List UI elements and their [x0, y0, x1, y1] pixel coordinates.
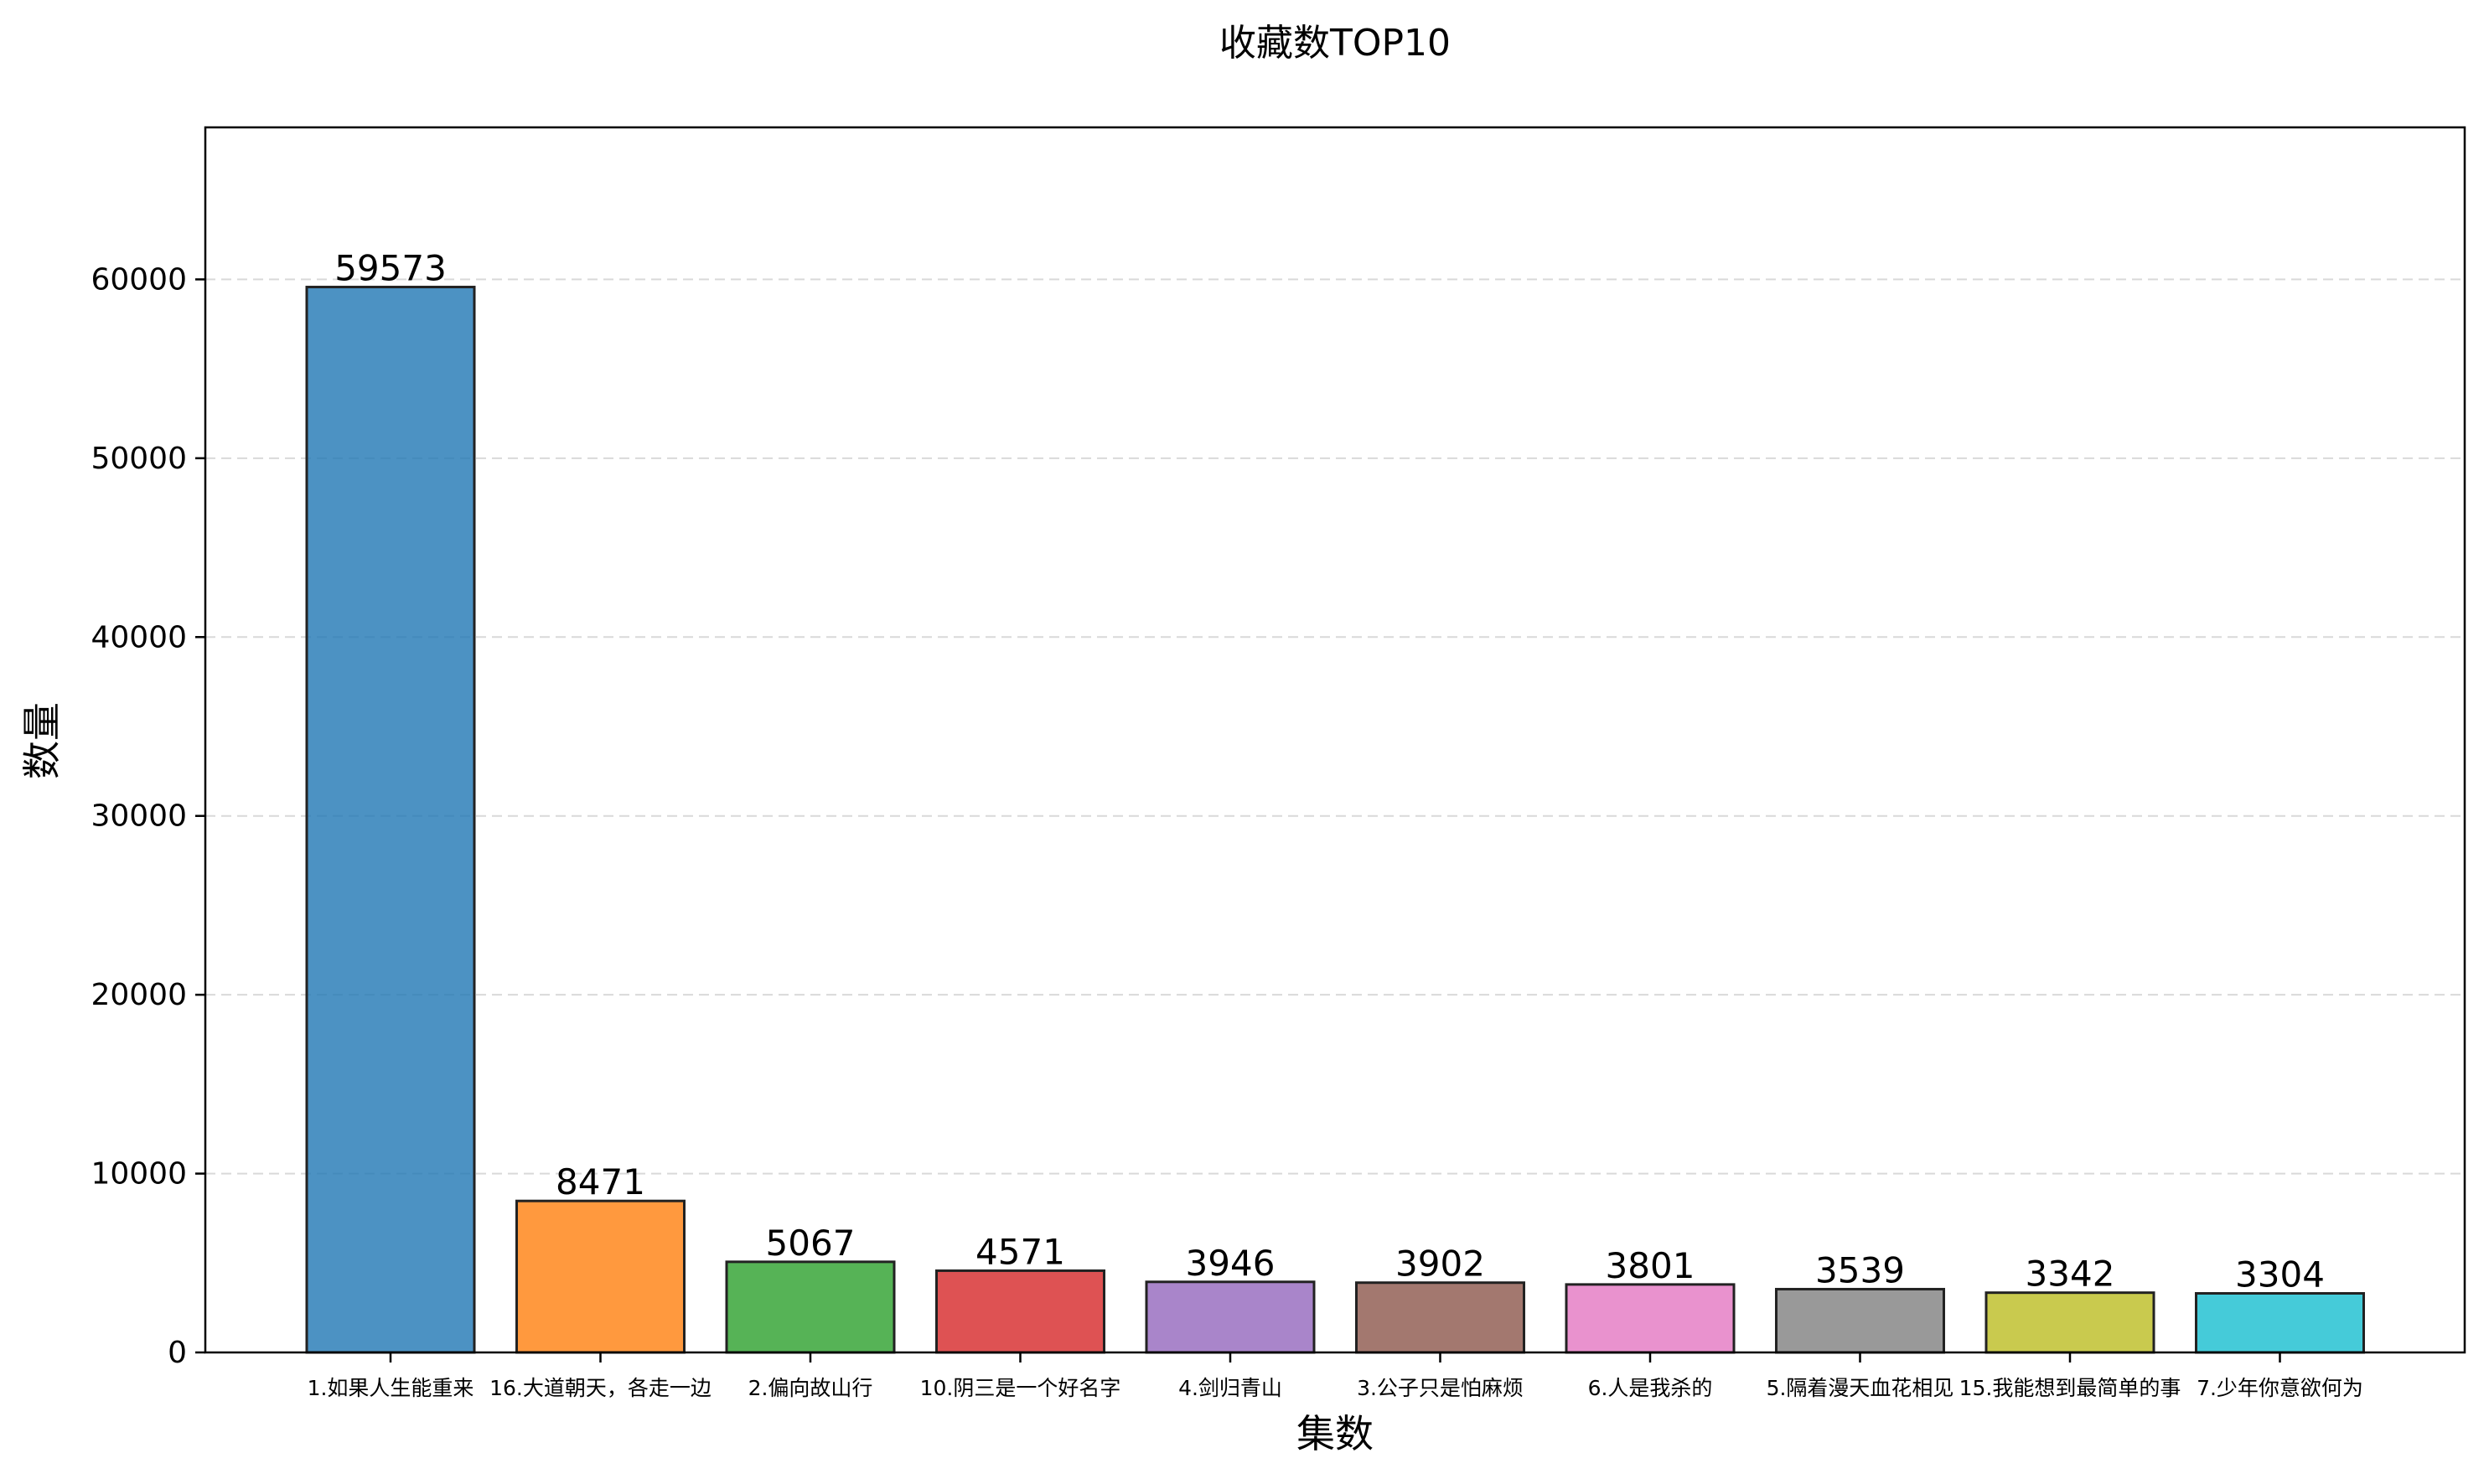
data-label: 3902 — [1395, 1244, 1485, 1285]
x-tick-label: 5.隔着漫天血花相见 — [1767, 1376, 1954, 1400]
x-tick-label: 6.人是我杀的 — [1588, 1376, 1713, 1400]
data-label: 5067 — [766, 1223, 856, 1264]
bar — [935, 1269, 1105, 1354]
bar — [1775, 1287, 1945, 1354]
data-label: 3946 — [1186, 1243, 1276, 1284]
x-axis: 1.如果人生能重来 16.大道朝天，各走一边 2.偏向故山行 10.阴三是一个好名字 4… — [308, 1352, 2363, 1400]
x-axis-label: 集数 — [1296, 1411, 1374, 1456]
data-label: 8471 — [556, 1161, 645, 1202]
bar — [2195, 1291, 2365, 1354]
bar — [1984, 1291, 2155, 1354]
y-tick-label: 0 — [168, 1336, 187, 1370]
bar — [515, 1199, 686, 1354]
x-tick-label: 2.偏向故山行 — [748, 1376, 873, 1400]
data-label: 3801 — [1606, 1245, 1695, 1286]
x-tick-label: 1.如果人生能重来 — [308, 1376, 474, 1400]
bar — [1565, 1283, 1736, 1354]
bar — [1145, 1280, 1316, 1354]
data-label: 3539 — [1815, 1249, 1905, 1290]
data-label: 4571 — [975, 1231, 1065, 1272]
y-tick-label: 60000 — [91, 262, 187, 297]
y-tick-label: 30000 — [91, 799, 187, 834]
data-label: 3304 — [2235, 1254, 2325, 1295]
y-tick-label: 50000 — [91, 442, 187, 476]
chart-title: 收藏数TOP10 — [1219, 22, 1451, 65]
data-label: 3342 — [2026, 1254, 2115, 1295]
data-labels: 59573 8471 5067 4571 3946 3902 3801 3539 3342 330… — [334, 248, 2325, 1295]
x-tick-label: 4.剑归青山 — [1178, 1376, 1282, 1400]
y-tick-label: 40000 — [91, 620, 187, 654]
y-gridlines — [205, 278, 2465, 1175]
bars — [305, 286, 2365, 1354]
y-tick-label: 10000 — [91, 1157, 187, 1192]
x-tick-label: 16.大道朝天，各走一边 — [489, 1376, 712, 1400]
x-tick-label: 10.阴三是一个好名字 — [920, 1376, 1121, 1400]
y-axis: 0 10000 20000 30000 40000 50000 60000 — [91, 262, 205, 1370]
y-tick-label: 20000 — [91, 978, 187, 1012]
x-tick-label: 3.公子只是怕麻烦 — [1357, 1376, 1524, 1400]
bar — [725, 1260, 896, 1354]
x-tick-label: 15.我能想到最简单的事 — [1959, 1376, 2181, 1400]
plot-frame — [204, 126, 2466, 1354]
x-tick-label: 7.少年你意欲何为 — [2197, 1376, 2363, 1400]
data-label: 59573 — [334, 248, 447, 289]
bar — [305, 286, 476, 1354]
y-axis-label: 数量 — [19, 702, 65, 779]
bar — [1355, 1281, 1525, 1354]
